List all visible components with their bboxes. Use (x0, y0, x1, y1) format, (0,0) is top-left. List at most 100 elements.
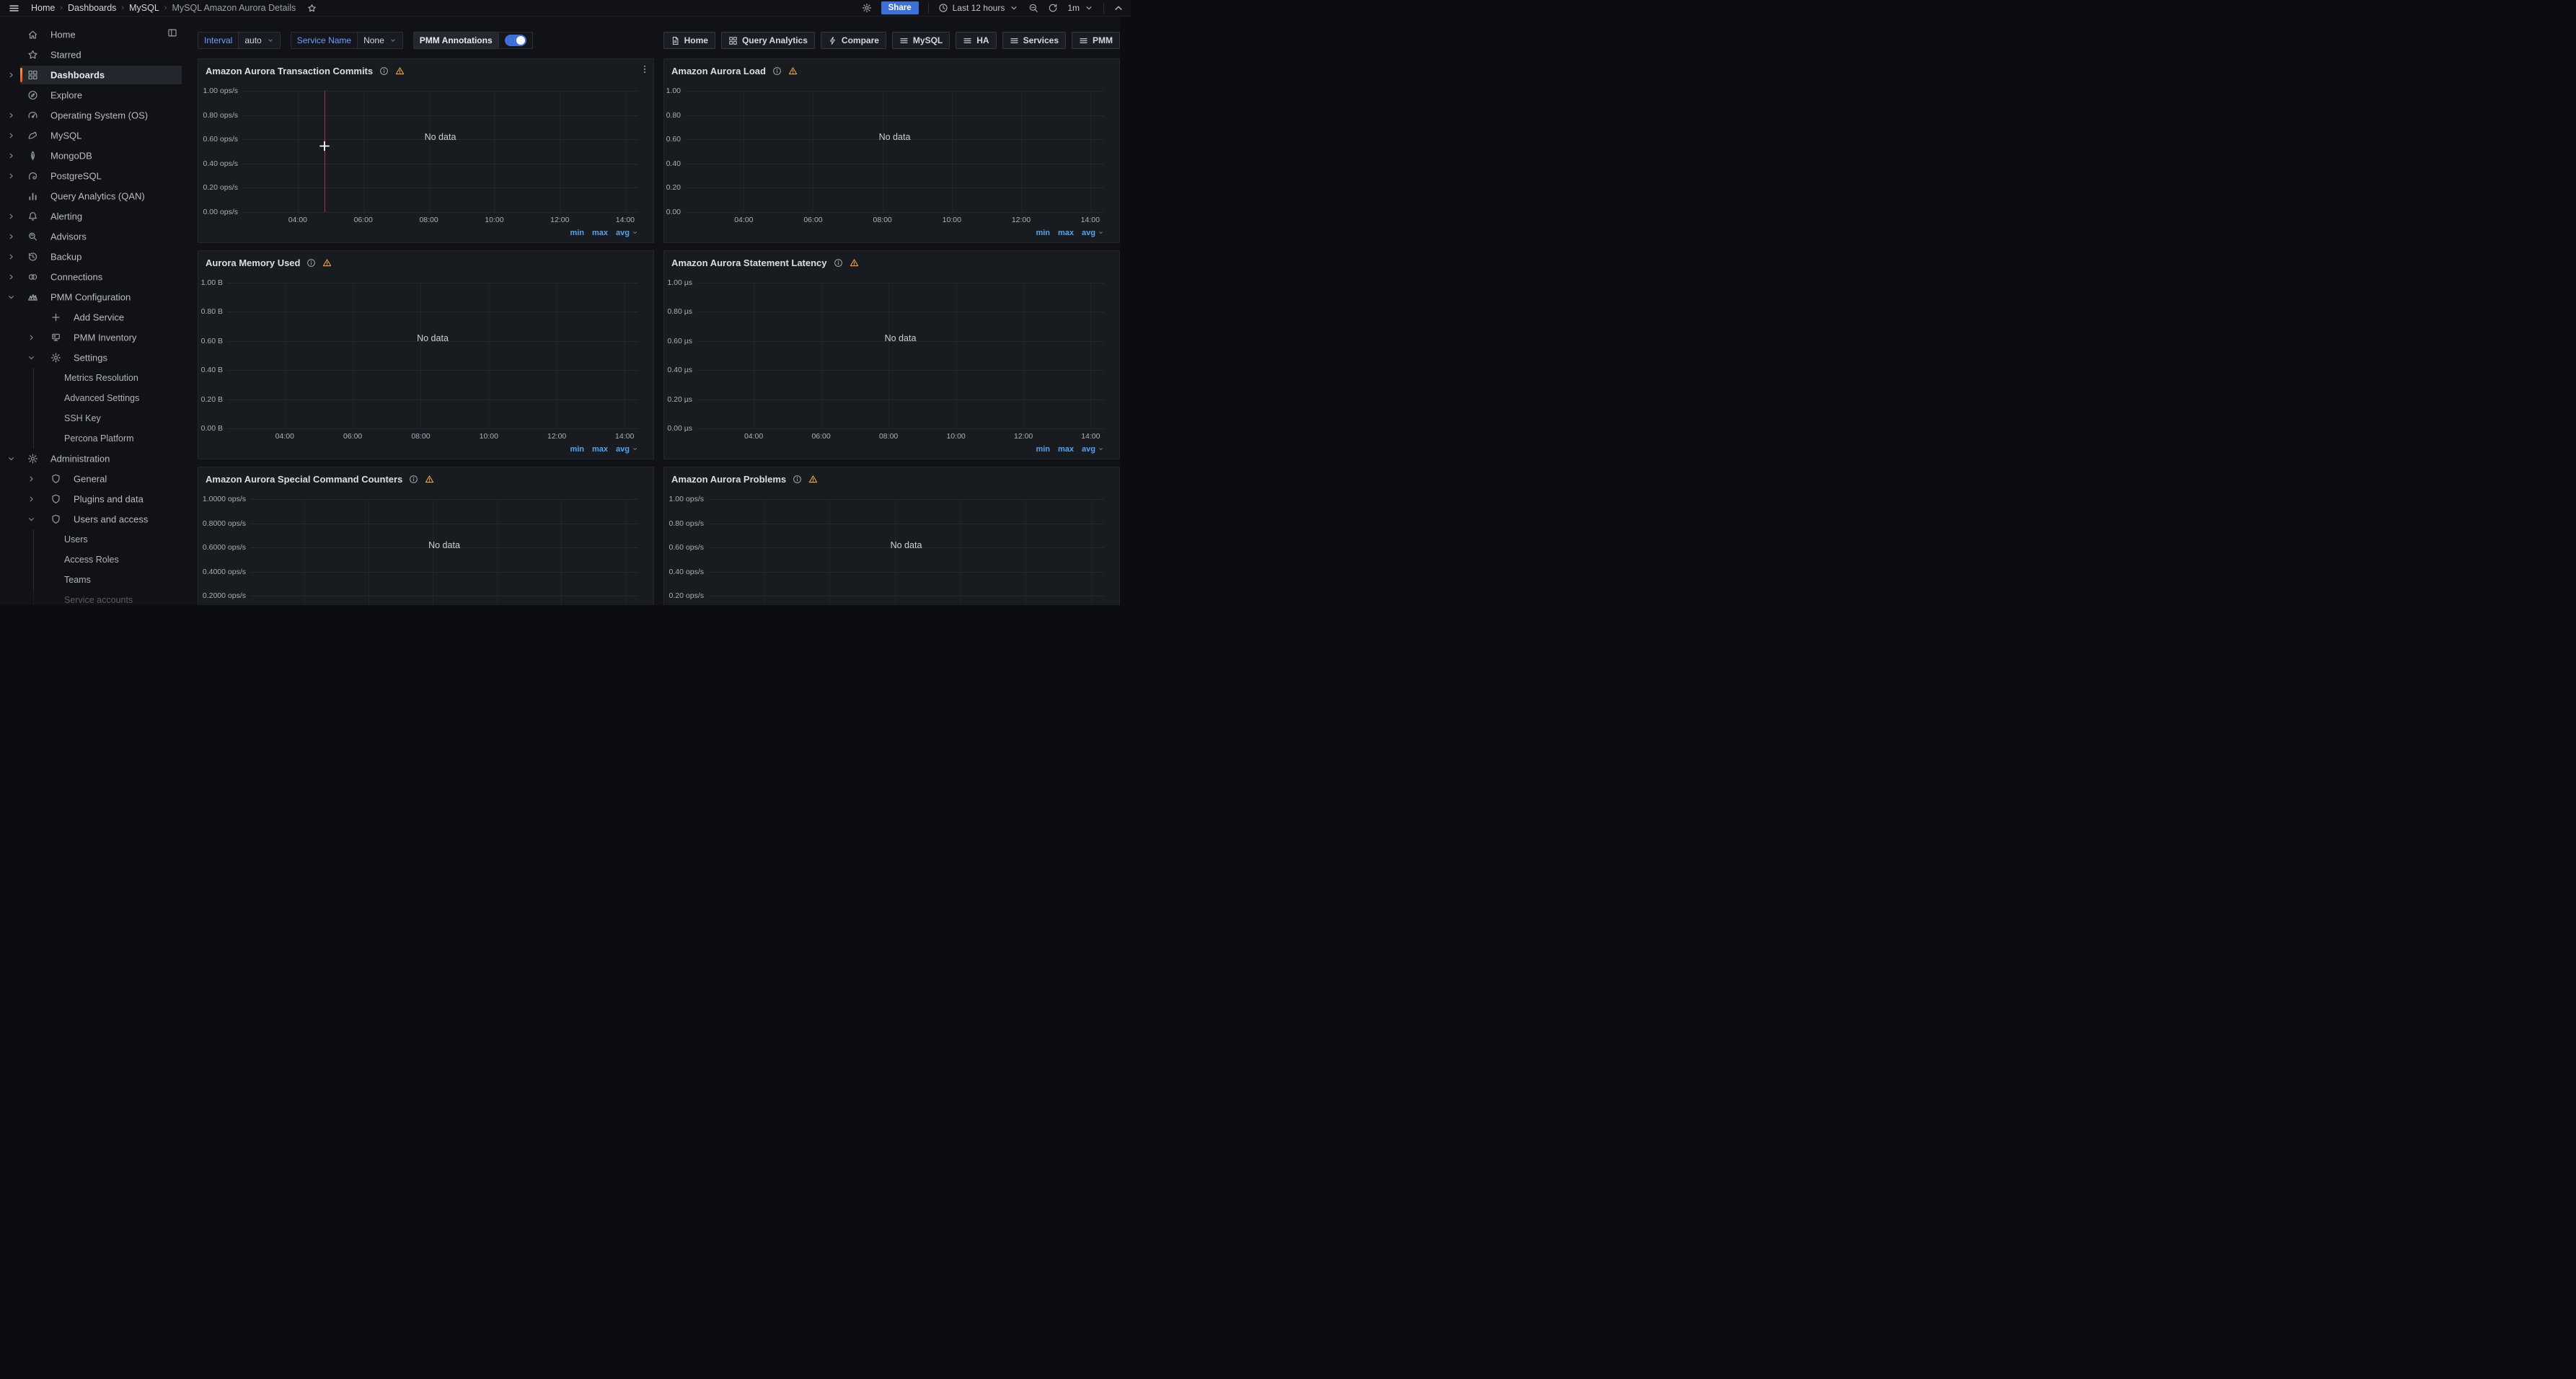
breadcrumb-item[interactable]: MySQL (129, 3, 159, 13)
sidebar-item-home[interactable]: Home (0, 25, 188, 45)
chevron-right-icon[interactable] (27, 495, 35, 503)
legend-min[interactable]: min (1036, 445, 1050, 454)
panel-title[interactable]: Aurora Memory Used (206, 257, 300, 268)
refresh-icon[interactable] (1048, 3, 1058, 13)
warning-icon[interactable] (850, 258, 859, 268)
sidebar-item-users[interactable]: Users (0, 529, 188, 550)
sidebar-item-service-accounts[interactable]: Service accounts (0, 590, 188, 605)
sidebar-item-query-analytics-qan[interactable]: Query Analytics (QAN) (0, 186, 188, 206)
compare-button[interactable]: Compare (821, 32, 886, 49)
legend-avg[interactable]: avg (616, 229, 638, 237)
panel-title[interactable]: Amazon Aurora Transaction Commits (206, 66, 373, 76)
panel-title[interactable]: Amazon Aurora Special Command Counters (206, 474, 402, 485)
sidebar-item-dashboards[interactable]: Dashboards (0, 65, 188, 85)
info-icon[interactable] (306, 258, 316, 268)
legend-avg[interactable]: avg (1082, 445, 1104, 454)
warning-icon[interactable] (322, 258, 332, 268)
services-button[interactable]: Services (1002, 32, 1066, 49)
chevron-right-icon[interactable] (7, 172, 15, 180)
sidebar-item-advisors[interactable]: Advisors (0, 226, 188, 247)
pmm-annotations-toggle[interactable] (499, 32, 533, 49)
dashboard-settings-gear-icon[interactable] (862, 3, 872, 13)
warning-icon[interactable] (808, 475, 818, 484)
panel-title[interactable]: Amazon Aurora Problems (671, 474, 786, 485)
info-icon[interactable] (793, 475, 802, 484)
scrollbar-gutter[interactable] (1120, 16, 1131, 605)
chevron-right-icon[interactable] (7, 132, 15, 140)
interval-select[interactable]: auto (239, 32, 280, 49)
info-icon[interactable] (772, 66, 782, 76)
refresh-interval-select[interactable]: 1m (1067, 3, 1094, 13)
mysql-button[interactable]: MySQL (892, 32, 950, 49)
warning-icon[interactable] (425, 475, 434, 484)
chevron-right-icon[interactable] (7, 273, 15, 281)
info-icon[interactable] (409, 475, 418, 484)
panel-menu-kebab-icon[interactable] (640, 64, 650, 74)
sidebar-item-advanced-settings[interactable]: Advanced Settings (0, 388, 188, 408)
chevron-right-icon[interactable] (7, 112, 15, 120)
sidebar-collapse-icon[interactable] (167, 28, 177, 42)
legend-min[interactable]: min (570, 445, 584, 454)
breadcrumb-item[interactable]: Home (31, 3, 55, 13)
panel-title[interactable]: Amazon Aurora Statement Latency (671, 257, 827, 268)
sidebar-item-explore[interactable]: Explore (0, 85, 188, 105)
sidebar-item-backup[interactable]: Backup (0, 247, 188, 267)
sidebar-item-percona-platform[interactable]: Percona Platform (0, 428, 188, 449)
pmm-button[interactable]: PMM (1072, 32, 1120, 49)
query-analytics-button[interactable]: Query Analytics (721, 32, 815, 49)
sidebar-item-pmm-configuration[interactable]: PMM Configuration (0, 287, 188, 307)
sidebar-item-alerting[interactable]: Alerting (0, 206, 188, 226)
legend-max[interactable]: max (1058, 445, 1074, 454)
chevron-right-icon[interactable] (7, 152, 15, 160)
legend-max[interactable]: max (592, 445, 608, 454)
time-range-picker[interactable]: Last 12 hours (938, 3, 1020, 13)
info-icon[interactable] (834, 258, 843, 268)
chevron-right-icon[interactable] (7, 71, 15, 79)
sidebar-item-mongodb[interactable]: MongoDB (0, 146, 188, 166)
sidebar-item-plugins-and-data[interactable]: Plugins and data (0, 489, 188, 509)
sidebar-item-administration[interactable]: Administration (0, 449, 188, 469)
breadcrumb-item[interactable]: MySQL Amazon Aurora Details (172, 3, 296, 13)
collapse-navbar-caret-icon[interactable] (1113, 3, 1124, 13)
sidebar-item-add-service[interactable]: Add Service (0, 307, 188, 327)
service-name-select[interactable]: None (358, 32, 403, 49)
chevron-right-icon[interactable] (27, 334, 35, 342)
sidebar-item-teams[interactable]: Teams (0, 570, 188, 590)
warning-icon[interactable] (395, 66, 405, 76)
chevron-down-icon[interactable] (7, 294, 15, 301)
legend-min[interactable]: min (1036, 229, 1050, 237)
legend-max[interactable]: max (1058, 229, 1074, 237)
chevron-right-icon[interactable] (7, 213, 15, 221)
zoom-out-icon[interactable] (1028, 3, 1038, 13)
sidebar-item-users-and-access[interactable]: Users and access (0, 509, 188, 529)
sidebar-item-mysql[interactable]: MySQL (0, 125, 188, 146)
sidebar-item-pmm-inventory[interactable]: PMM Inventory (0, 327, 188, 348)
chevron-right-icon[interactable] (7, 253, 15, 261)
legend-min[interactable]: min (570, 229, 584, 237)
chevron-down-icon[interactable] (27, 516, 35, 524)
sidebar-item-ssh-key[interactable]: SSH Key (0, 408, 188, 428)
panel-title[interactable]: Amazon Aurora Load (671, 66, 766, 76)
ha-button[interactable]: HA (956, 32, 996, 49)
sidebar-item-settings[interactable]: Settings (0, 348, 188, 368)
share-button[interactable]: Share (881, 1, 919, 14)
sidebar-item-starred[interactable]: Starred (0, 45, 188, 65)
sidebar-item-general[interactable]: General (0, 469, 188, 489)
legend-max[interactable]: max (592, 229, 608, 237)
warning-icon[interactable] (788, 66, 798, 76)
legend-avg[interactable]: avg (1082, 229, 1104, 237)
sidebar-item-operating-system-os[interactable]: Operating System (OS) (0, 105, 188, 125)
sidebar-item-postgresql[interactable]: PostgreSQL (0, 166, 188, 186)
info-icon[interactable] (379, 66, 389, 76)
chevron-down-icon[interactable] (7, 455, 15, 463)
home-button[interactable]: Home (663, 32, 715, 49)
breadcrumb-item[interactable]: Dashboards (68, 3, 116, 13)
sidebar-item-access-roles[interactable]: Access Roles (0, 550, 188, 570)
favorite-star-icon[interactable] (307, 4, 317, 13)
sidebar-item-metrics-resolution[interactable]: Metrics Resolution (0, 368, 188, 388)
chevron-down-icon[interactable] (27, 354, 35, 362)
hamburger-menu-icon[interactable] (9, 3, 19, 14)
chevron-right-icon[interactable] (7, 233, 15, 241)
sidebar-item-connections[interactable]: Connections (0, 267, 188, 287)
chevron-right-icon[interactable] (27, 475, 35, 483)
